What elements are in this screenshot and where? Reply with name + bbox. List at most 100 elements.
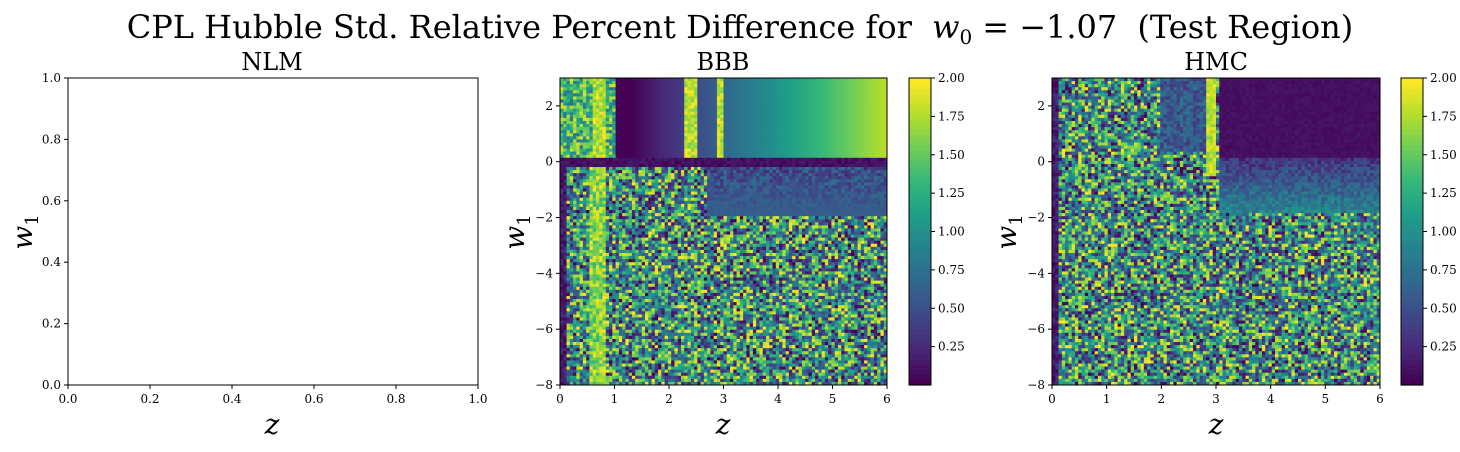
heat-cell — [782, 216, 786, 219]
heat-cell — [655, 90, 659, 93]
heat-cell — [583, 189, 587, 192]
heat-cell — [802, 213, 806, 216]
heat-cell — [750, 115, 754, 118]
heat-cell — [795, 103, 799, 106]
heat-cell — [622, 84, 626, 87]
heat-cell — [658, 127, 662, 130]
heat-cell — [874, 155, 878, 158]
heat-cell — [874, 173, 878, 176]
heat-cell — [648, 99, 652, 102]
heat-cell — [684, 192, 688, 195]
heat-cell — [825, 195, 829, 198]
heat-cell — [648, 109, 652, 112]
heat-cell — [645, 179, 649, 182]
heat-cell — [674, 96, 678, 99]
heat-cell — [737, 176, 741, 179]
heat-cell — [704, 118, 708, 121]
heat-cell — [576, 213, 580, 216]
heat-cell — [665, 189, 669, 192]
heat-cell — [684, 124, 688, 127]
heat-cell — [665, 201, 669, 204]
heat-cell — [655, 149, 659, 152]
heat-cell — [795, 127, 799, 130]
heat-cell — [773, 99, 777, 102]
heat-cell — [861, 96, 865, 99]
heat-cell — [580, 158, 584, 161]
heat-cell — [809, 118, 813, 121]
heat-cell — [622, 201, 626, 204]
heat-cell — [652, 139, 656, 142]
heat-cell — [733, 127, 737, 130]
heat-cell — [838, 118, 842, 121]
heat-cell — [612, 118, 616, 121]
heat-cell — [678, 81, 682, 84]
heat-cell — [583, 167, 587, 170]
heat-cell — [567, 115, 571, 118]
heat-cell — [867, 189, 871, 192]
heat-cell — [812, 130, 816, 133]
heat-cell — [710, 146, 714, 149]
heat-cell — [759, 84, 763, 87]
heat-cell — [573, 103, 577, 106]
heat-cell — [570, 204, 574, 207]
heat-cell — [733, 106, 737, 109]
heat-cell — [596, 87, 600, 90]
heat-cell — [701, 179, 705, 182]
heat-cell — [835, 118, 839, 121]
heat-cell — [750, 87, 754, 90]
heat-cell — [795, 192, 799, 195]
heat-cell — [589, 228, 593, 231]
heat-cell — [858, 87, 862, 90]
heat-cell — [694, 176, 698, 179]
heat-cell — [688, 207, 692, 210]
heat-cell — [776, 115, 780, 118]
heat-cell — [851, 106, 855, 109]
heat-cell — [710, 93, 714, 96]
heat-cell — [743, 198, 747, 201]
heat-cell — [792, 109, 796, 112]
heat-cell — [688, 222, 692, 225]
heat-cell — [583, 127, 587, 130]
heat-cell — [812, 179, 816, 182]
heat-cell — [818, 195, 822, 198]
heat-cell — [652, 228, 656, 231]
heat-cell — [688, 185, 692, 188]
heat-cell — [809, 149, 813, 152]
heat-cell — [688, 158, 692, 161]
heat-cell — [848, 78, 852, 81]
heat-cell — [625, 78, 629, 81]
heat-cell — [756, 136, 760, 139]
heat-cell — [629, 142, 633, 145]
heat-cell — [809, 87, 813, 90]
heat-cell — [831, 136, 835, 139]
heat-cell — [750, 189, 754, 192]
heat-cell — [599, 139, 603, 142]
heat-cell — [789, 127, 793, 130]
heat-cell — [740, 207, 744, 210]
heat-cell — [746, 164, 750, 167]
heat-cell — [681, 210, 685, 213]
heat-cell — [864, 170, 868, 173]
heat-cell — [625, 195, 629, 198]
heat-cell — [609, 228, 613, 231]
heat-cell — [603, 182, 607, 185]
heat-cell — [616, 195, 620, 198]
heat-cell — [864, 130, 868, 133]
heat-cell — [694, 225, 698, 228]
heat-cell — [831, 219, 835, 222]
heat-cell — [792, 164, 796, 167]
heat-cell — [658, 84, 662, 87]
heat-cell — [674, 93, 678, 96]
heat-cell — [616, 118, 620, 121]
heat-cell — [737, 112, 741, 115]
heat-cell — [563, 78, 567, 81]
heat-cell — [688, 182, 692, 185]
heat-cell — [697, 81, 701, 84]
heat-cell — [769, 189, 773, 192]
heat-cell — [724, 192, 728, 195]
heat-cell — [789, 222, 793, 225]
heat-cell — [724, 195, 728, 198]
heat-cell — [743, 121, 747, 124]
heat-cell — [609, 201, 613, 204]
heat-cell — [603, 136, 607, 139]
